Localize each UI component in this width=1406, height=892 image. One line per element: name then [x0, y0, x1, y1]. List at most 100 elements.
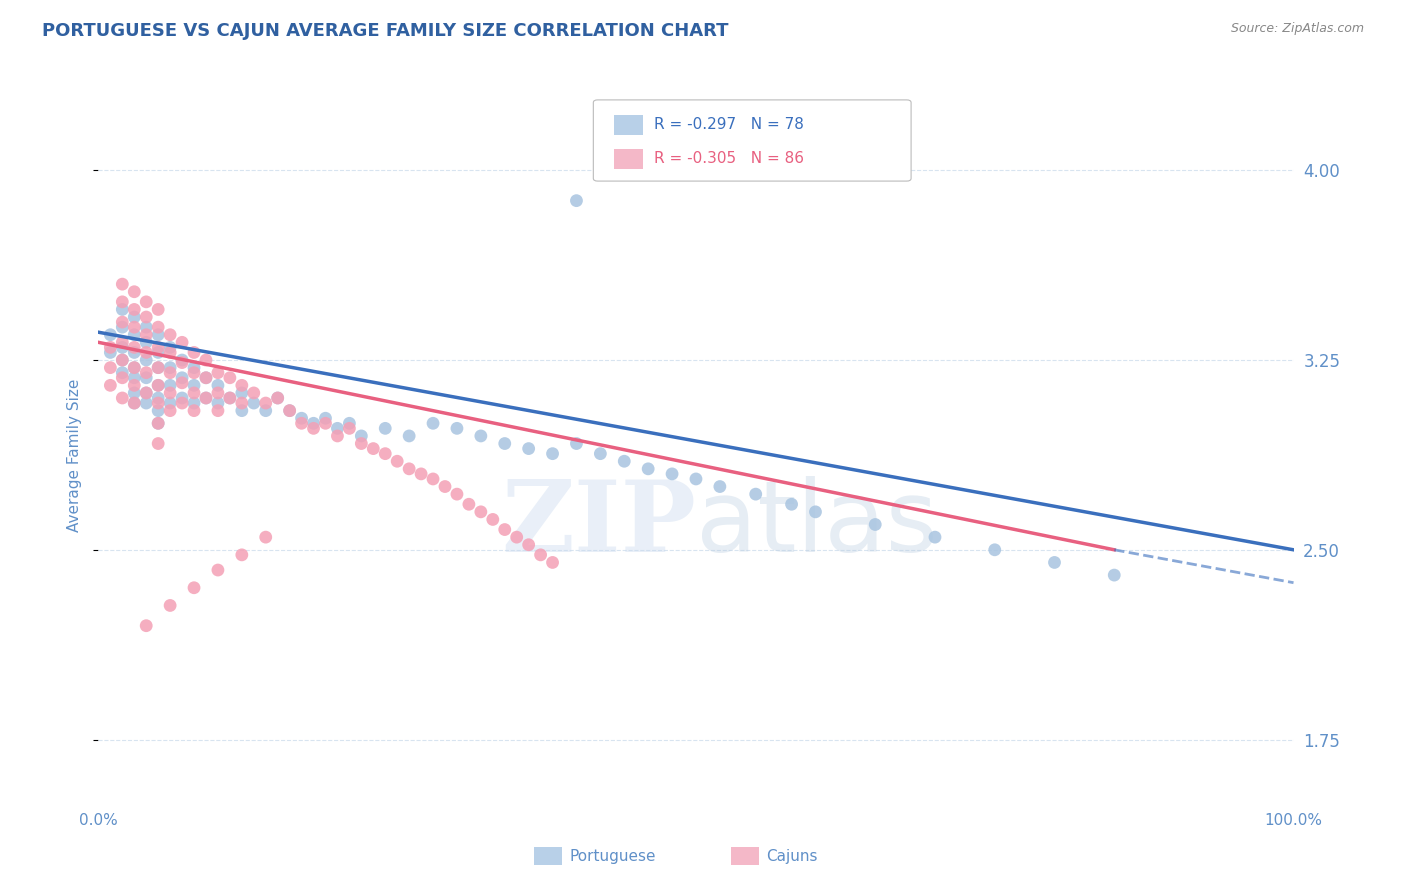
Text: Source: ZipAtlas.com: Source: ZipAtlas.com	[1230, 22, 1364, 36]
Point	[804, 505, 827, 519]
Point	[433, 479, 456, 493]
Point	[135, 335, 157, 350]
Point	[267, 391, 290, 405]
Point	[194, 391, 218, 405]
Point	[148, 403, 170, 417]
Point	[159, 599, 181, 613]
Point	[231, 548, 253, 562]
Text: atlas: atlas	[696, 476, 938, 573]
Point	[446, 421, 468, 435]
Point	[254, 396, 277, 410]
Point	[709, 479, 731, 493]
Point	[422, 472, 444, 486]
Text: Portuguese: Portuguese	[569, 849, 657, 863]
Point	[565, 194, 588, 208]
Point	[302, 417, 325, 431]
Point	[183, 378, 205, 392]
Point	[172, 370, 194, 384]
Point	[135, 345, 157, 359]
Point	[111, 340, 134, 354]
Point	[135, 386, 157, 401]
Point	[135, 294, 157, 309]
Point	[207, 386, 229, 401]
Point	[315, 417, 337, 431]
Point	[124, 370, 146, 384]
Point	[339, 417, 360, 431]
Point	[207, 396, 229, 410]
Point	[124, 378, 146, 392]
Point	[135, 353, 157, 368]
Point	[194, 370, 218, 384]
Point	[135, 320, 157, 334]
Point	[159, 366, 181, 380]
Point	[135, 327, 157, 342]
Point	[350, 429, 373, 443]
Point	[159, 345, 181, 359]
Point	[506, 530, 529, 544]
Point	[350, 436, 373, 450]
Point	[541, 556, 564, 570]
Point	[291, 417, 314, 431]
Point	[183, 396, 205, 410]
Point	[135, 310, 157, 324]
Point	[159, 327, 181, 342]
Point	[148, 436, 170, 450]
Point	[529, 548, 551, 562]
Point	[1043, 556, 1066, 570]
Point	[172, 355, 194, 369]
Point	[565, 436, 588, 450]
Point	[661, 467, 683, 481]
Point	[231, 403, 253, 417]
Point	[254, 403, 277, 417]
Point	[111, 370, 134, 384]
Point	[267, 391, 290, 405]
Point	[374, 421, 396, 435]
Point	[219, 391, 242, 405]
Point	[124, 320, 146, 334]
Point	[135, 370, 157, 384]
Point	[135, 396, 157, 410]
Point	[470, 429, 492, 443]
Point	[422, 417, 444, 431]
Point	[398, 429, 420, 443]
Point	[98, 327, 122, 342]
Point	[745, 487, 768, 501]
Point	[159, 340, 181, 354]
Point	[385, 454, 409, 468]
Point	[254, 530, 277, 544]
Y-axis label: Average Family Size: Average Family Size	[67, 378, 83, 532]
Point	[135, 386, 157, 401]
Point	[278, 403, 301, 417]
Point	[124, 327, 146, 342]
Point	[111, 366, 134, 380]
Point	[98, 360, 122, 375]
Point	[98, 340, 122, 354]
Point	[124, 360, 146, 375]
Point	[124, 396, 146, 410]
Point	[148, 378, 170, 392]
Point	[124, 396, 146, 410]
Point	[207, 378, 229, 392]
Point	[446, 487, 468, 501]
Point	[124, 340, 146, 354]
Point	[494, 523, 516, 537]
Point	[589, 447, 612, 461]
Point	[159, 360, 181, 375]
Point	[374, 447, 396, 461]
Point	[124, 360, 146, 375]
Point	[124, 302, 146, 317]
Point	[207, 403, 229, 417]
Point	[231, 378, 253, 392]
Point	[159, 378, 181, 392]
Point	[517, 538, 540, 552]
Point	[541, 447, 564, 461]
Point	[111, 277, 134, 292]
Point	[470, 505, 492, 519]
Point	[183, 581, 205, 595]
Point	[219, 391, 242, 405]
Point	[148, 417, 170, 431]
Point	[172, 353, 194, 368]
Point	[111, 353, 134, 368]
Point	[98, 345, 122, 359]
Point	[111, 391, 134, 405]
